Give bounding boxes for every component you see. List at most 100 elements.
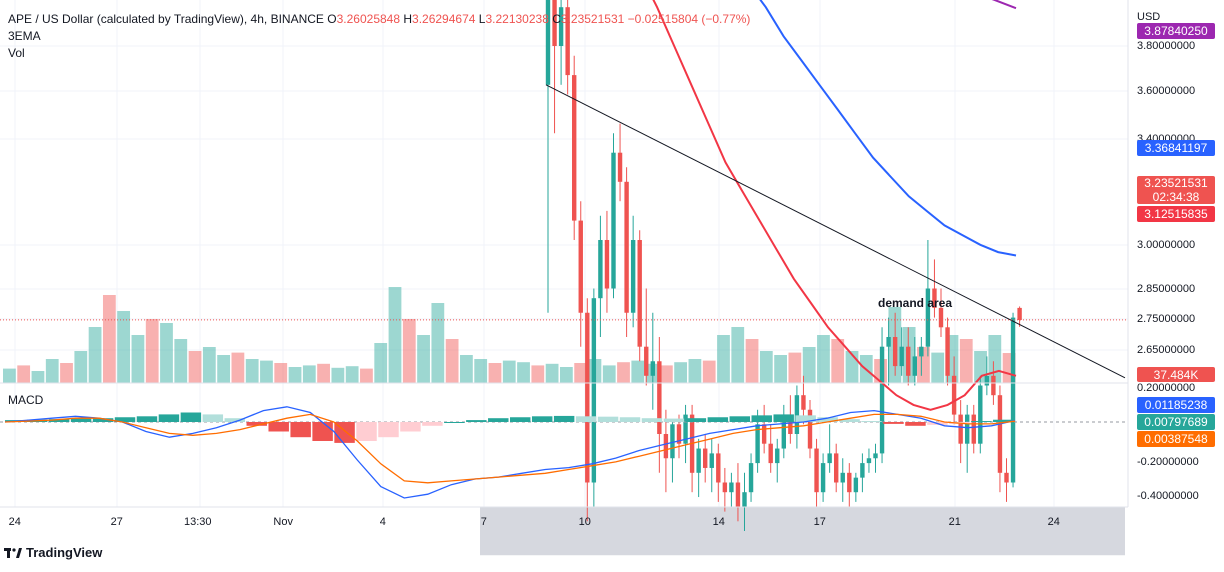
volume-bar — [460, 355, 473, 383]
volume-bar — [745, 339, 759, 383]
candle-body — [604, 240, 610, 289]
volume-bar — [31, 371, 45, 383]
macd-line-tag: 0.00797689 — [1137, 414, 1215, 430]
ema-lines — [652, 0, 1017, 411]
macd-histogram-bar — [663, 418, 685, 422]
candle-body — [899, 346, 904, 367]
candle-body — [644, 346, 649, 376]
candle-body — [617, 152, 623, 182]
volume-bar — [260, 360, 273, 383]
volume-bar — [959, 339, 973, 383]
candle-body — [716, 453, 721, 483]
low-label: L — [478, 12, 486, 26]
volume-bar — [702, 360, 716, 383]
candle-body — [735, 482, 741, 507]
price-axis-tick: 3.00000000 — [1137, 239, 1196, 251]
candle-body — [637, 240, 642, 347]
open-value: 3.26025848 — [336, 12, 401, 26]
volume-bar — [474, 359, 488, 383]
candle-body — [807, 409, 813, 449]
ema-purple-line — [991, 0, 1017, 10]
volume-bar — [245, 359, 259, 383]
macd-histogram-bar — [378, 422, 399, 438]
volume-bar — [202, 347, 216, 383]
volume-bar — [445, 339, 459, 383]
last-price-tag: 3.23521531 — [1137, 176, 1215, 190]
macd-histogram-bar — [290, 422, 311, 438]
candle-body — [925, 288, 931, 347]
volume-bar — [559, 367, 573, 383]
time-axis-tick: 17 — [813, 516, 826, 528]
volume-bar — [802, 347, 816, 383]
macd-histogram-bar — [839, 419, 860, 422]
ema-legend[interactable]: 3EMA — [8, 29, 41, 43]
macd-histogram-bar — [597, 416, 619, 422]
price-axis-tick: 2.65000000 — [1137, 344, 1196, 356]
low-value: 3.22130238 — [485, 12, 549, 26]
macd-histogram-bar — [48, 419, 70, 422]
candle-body — [552, 0, 557, 46]
footer-brand[interactable]: TradingView — [4, 545, 102, 560]
macd-histogram-bar — [136, 416, 158, 422]
volume-bar — [674, 362, 688, 383]
candle-body — [984, 375, 990, 386]
time-axis-tick: 13:30 — [184, 516, 212, 528]
macd-signal-tag: 0.00387548 — [1137, 431, 1215, 447]
candle-body — [860, 463, 865, 478]
volume-bar — [102, 295, 116, 383]
macd-histogram-bar — [861, 421, 882, 423]
candle-body — [572, 75, 577, 221]
ema-red-tag: 3.12515835 — [1137, 206, 1215, 222]
macd-histogram-bar — [224, 418, 246, 422]
macd-histogram-bar — [817, 417, 838, 422]
candle-body — [1004, 472, 1009, 483]
macd-histogram-bar — [795, 415, 816, 422]
candle-body — [1017, 307, 1022, 321]
macd-histogram-bar — [619, 417, 641, 422]
macd-legend[interactable]: MACD — [8, 393, 44, 407]
macd-histogram-bar — [510, 417, 531, 422]
volume-bar — [688, 359, 702, 383]
candle-body — [558, 7, 564, 46]
macd-histogram-bar — [246, 422, 267, 426]
time-axis-tick: 7 — [480, 516, 487, 528]
macd-histogram-bar — [575, 416, 597, 422]
candle-body — [794, 395, 800, 434]
time-axis-tick: 10 — [578, 516, 591, 528]
demand-area-label: demand area — [878, 296, 953, 310]
candle-body — [761, 424, 767, 444]
macd-histogram-bar — [70, 418, 92, 422]
candle-body — [892, 337, 898, 367]
price-axis-tick: -0.20000000 — [1137, 456, 1199, 468]
macd-histogram-bar — [751, 415, 772, 422]
volume-bar — [74, 351, 88, 383]
ema-blue-tag: 3.36841197 — [1137, 140, 1215, 156]
volume-bar — [388, 287, 402, 383]
price-axis-tick: 3.80000000 — [1137, 40, 1196, 52]
volume-bar — [60, 363, 73, 383]
volume-legend[interactable]: Vol — [8, 46, 25, 60]
volume-bar — [817, 335, 830, 383]
volume-bar — [731, 327, 745, 383]
price-axis-tick: 3.60000000 — [1137, 85, 1196, 97]
candle-body — [912, 356, 917, 376]
macd-histogram-bar — [553, 415, 575, 422]
candle-body — [1010, 317, 1016, 483]
symbol-legend: APE / US Dollar (calculated by TradingVi… — [8, 12, 750, 26]
candle-body — [768, 443, 773, 464]
time-axis-tick: 24 — [1047, 516, 1060, 528]
volume-bar — [774, 355, 787, 383]
high-value: 3.26294674 — [412, 12, 476, 26]
volume-bar — [545, 363, 559, 383]
symbol-title[interactable]: APE / US Dollar (calculated by TradingVi… — [8, 12, 324, 26]
volume-bar — [574, 363, 588, 383]
macd-histogram-bar — [729, 416, 751, 422]
candle-body — [801, 395, 806, 410]
ema-blue-line — [759, 0, 1017, 257]
candle-body — [742, 492, 747, 507]
change-value: −0.02515804 (−0.77%) — [627, 12, 751, 26]
candle-body — [853, 477, 859, 493]
macd-histogram-bar — [707, 417, 729, 422]
volume-bar — [602, 365, 616, 383]
